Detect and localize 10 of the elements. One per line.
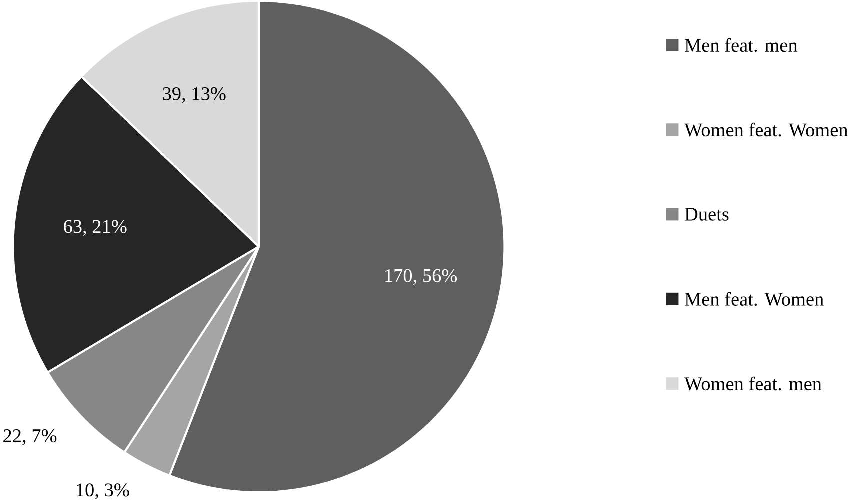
data-label: 63, 21% — [64, 220, 127, 236]
legend-label: Men feat. Women — [685, 292, 824, 306]
legend-label: Duets — [685, 208, 729, 221]
data-label: 39, 13% — [163, 87, 226, 104]
legend-label: Women feat. Women — [684, 122, 848, 137]
data-label: 22, 7% — [4, 429, 57, 446]
data-label: 170, 56% — [386, 269, 458, 286]
legend-label: Women feat. men — [684, 376, 822, 391]
legend-label: Men feat. men — [685, 38, 798, 52]
data-label: 10, 3% — [77, 484, 130, 500]
